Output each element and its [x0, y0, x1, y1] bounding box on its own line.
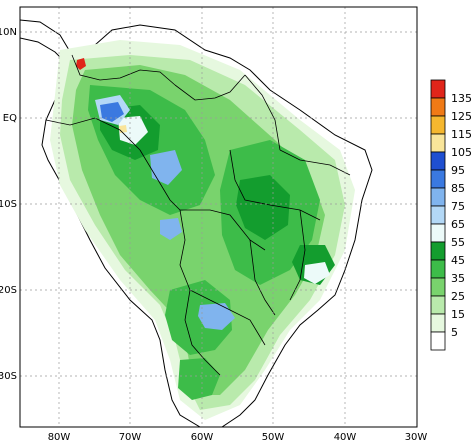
colorbar-label: 5 — [451, 326, 458, 339]
precip-35-south — [165, 280, 232, 355]
colorbar-swatch — [430, 187, 446, 207]
colorbar-label: 95 — [451, 164, 465, 177]
colorbar-swatch — [430, 241, 446, 261]
lon-label: 40W — [334, 432, 357, 443]
map-border — [19, 6, 418, 428]
colorbar-swatch — [430, 295, 446, 315]
graticule — [20, 7, 417, 427]
colorbar-swatch — [430, 115, 446, 135]
colorbar-swatch — [430, 97, 446, 117]
colorbar-swatch — [430, 331, 446, 351]
precip-east-light — [304, 262, 330, 284]
colorbar-swatch — [430, 151, 446, 171]
lat-label: EQ — [3, 113, 17, 124]
lat-label: 10N — [0, 27, 17, 38]
lon-label: 70W — [119, 432, 142, 443]
colorbar-labels: 135 125 115 105 95 85 75 65 55 45 35 25 15 5 — [451, 92, 472, 339]
colorbar-swatch — [430, 277, 446, 297]
latitude-labels: 10N EQ 10S 20S 30S — [0, 27, 17, 382]
lon-label: 60W — [191, 432, 214, 443]
lat-label: 20S — [0, 285, 17, 296]
precip-115-dot — [119, 125, 127, 133]
colorbar-label: 105 — [451, 146, 472, 159]
lat-label: 30S — [0, 371, 17, 382]
lon-label: 30W — [405, 432, 428, 443]
lon-label: 80W — [48, 432, 71, 443]
colorbar-swatch — [430, 205, 446, 225]
colorbar: 135 125 115 105 95 85 75 65 55 45 35 25 15 5 — [430, 79, 472, 351]
lon-label: 50W — [262, 432, 285, 443]
precip-95-small — [160, 218, 182, 240]
precip-55-a — [118, 116, 148, 145]
colorbar-label: 25 — [451, 290, 465, 303]
precip-125-dot — [76, 58, 86, 70]
precip-75 — [150, 150, 182, 185]
precip-45-b — [236, 175, 290, 240]
colorbar-label: 55 — [451, 236, 465, 249]
colorbar-label: 35 — [451, 272, 465, 285]
colorbar-label: 115 — [451, 128, 472, 141]
precip-85 — [100, 102, 124, 122]
colorbar-label: 135 — [451, 92, 472, 105]
precip-35-far-south — [178, 358, 220, 400]
colorbar-label: 45 — [451, 254, 465, 267]
colorbar-label: 125 — [451, 110, 472, 123]
colorbar-swatch — [430, 313, 446, 333]
colorbar-label: 75 — [451, 200, 465, 213]
precip-fields — [50, 40, 355, 420]
colorbar-swatch — [430, 79, 446, 99]
colorbar-label: 15 — [451, 308, 465, 321]
colorbar-label: 85 — [451, 182, 465, 195]
precip-south-blue — [198, 303, 235, 330]
colorbar-label: 65 — [451, 218, 465, 231]
longitude-labels: 80W 70W 60W 50W 40W 30W — [48, 432, 428, 443]
colorbar-swatch — [430, 259, 446, 279]
colorbar-swatch — [430, 133, 446, 153]
colorbar-swatch — [430, 169, 446, 189]
colorbar-swatches — [430, 79, 446, 351]
lat-label: 10S — [0, 199, 17, 210]
country-borders — [45, 54, 351, 376]
colorbar-swatch — [430, 223, 446, 243]
